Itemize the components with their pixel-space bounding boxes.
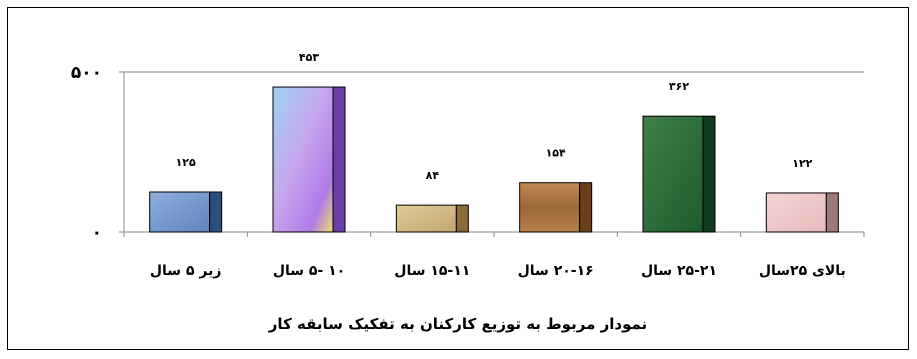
bar [642,115,704,233]
data-label: ۱۵۴ [546,147,566,160]
category-label: ۱۰ -۵ سال [273,263,345,279]
data-label: ۳۶۲ [669,80,689,93]
bar [519,182,581,233]
bar-side [825,192,839,233]
bar-side [702,115,716,233]
bar-side [332,86,346,233]
data-label: ۸۴ [426,169,440,182]
y-tick-label: ۰ [92,223,102,243]
bar-side [579,182,593,233]
category-label: ۲۰-۱۶ سال [518,263,594,279]
category-label: بالای ۲۵سال [759,263,846,279]
data-label: ۴۵۳ [299,51,319,64]
bar-chart: ۰ ۵۰۰ ۱۲۵ زیر ۵ سال ۴۵۳ ۱۰ -۵ سال ۸۴ ۱۵-۱۱ سال ۱… [71,51,865,333]
chart-frame: ۰ ۵۰۰ ۱۲۵ زیر ۵ سال ۴۵۳ ۱۰ -۵ سال ۸۴ ۱۵-۱۱ سال ۱… [7,7,909,350]
y-tick-label: ۵۰۰ [71,63,102,83]
category-label: ۲۵-۲۱ سال [641,263,717,279]
bar-side [209,191,223,233]
bar [272,86,334,233]
bar [395,204,457,233]
chart-title: نمودار مربوط به توزیع کارکنان به تفکیک س… [268,315,647,333]
data-label: ۱۲۵ [176,156,196,169]
bar [149,191,211,233]
category-label: ۱۵-۱۱ سال [394,263,470,279]
data-label: ۱۲۲ [792,157,812,170]
bar [765,192,827,233]
category-label: زیر ۵ سال [150,263,222,279]
bar-side [455,204,469,233]
plot-area: ۰ ۵۰۰ ۱۲۵ زیر ۵ سال ۴۵۳ ۱۰ -۵ سال ۸۴ ۱۵-۱۱ سال ۱… [71,51,865,279]
